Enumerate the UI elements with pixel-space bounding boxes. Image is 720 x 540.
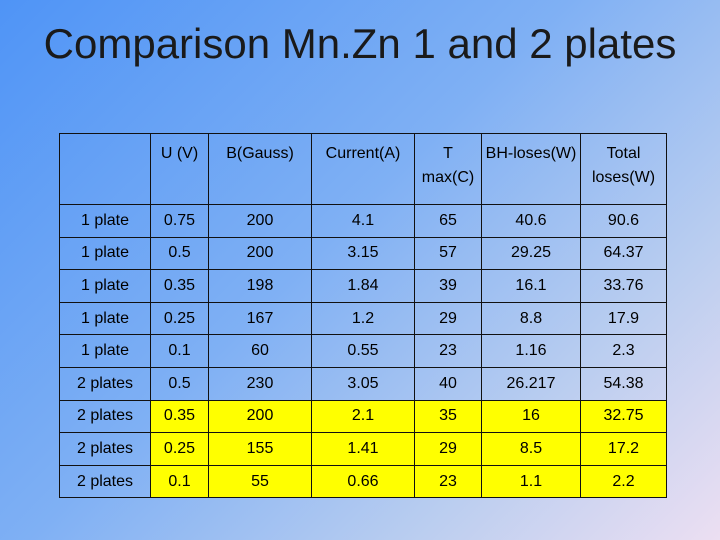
row-label-cell: 1 plate	[59, 301, 151, 336]
table-row: 2 plates 0.1 55 0.66 23 1.1 2.2	[59, 464, 667, 499]
table-cell: 0.5	[150, 366, 209, 401]
table-cell: 3.05	[311, 366, 415, 401]
table-cell: 29	[414, 432, 482, 466]
table-cell: 54.38	[580, 366, 667, 401]
table-cell: 2.3	[580, 334, 667, 368]
table-cell: 4.1	[311, 204, 415, 238]
table-cell: 90.6	[580, 204, 667, 238]
table-cell: 0.1	[150, 464, 209, 499]
table-body: 1 plate 0.75 200 4.1 65 40.6 90.6 1 plate 0.5 200…	[59, 204, 667, 499]
table-cell: 17.2	[580, 432, 667, 466]
header-cell: Current(A)	[311, 133, 415, 205]
table-row: 1 plate 0.5 200 3.15 57 29.25 64.37	[59, 236, 667, 271]
table-cell: 33.76	[580, 269, 667, 303]
table-cell: 0.1	[150, 334, 209, 368]
table-cell: 1.1	[481, 464, 581, 499]
table-cell: 1.84	[311, 269, 415, 303]
header-cell: U (V)	[150, 133, 209, 205]
table-cell: 26.217	[481, 366, 581, 401]
table-cell: 155	[208, 432, 312, 466]
table-cell: 32.75	[580, 399, 667, 434]
table-cell: 40.6	[481, 204, 581, 238]
table-cell: 57	[414, 236, 482, 271]
table-cell: 65	[414, 204, 482, 238]
header-cell: B(Gauss)	[208, 133, 312, 205]
table-cell: 200	[208, 399, 312, 434]
comparison-table: U (V) B(Gauss) Current(A) T max(C) BH-lo…	[59, 133, 667, 499]
table-cell: 200	[208, 204, 312, 238]
row-label-cell: 2 plates	[59, 464, 151, 499]
table-cell: 64.37	[580, 236, 667, 271]
table-cell: 17.9	[580, 301, 667, 336]
table-cell: 0.55	[311, 334, 415, 368]
table-row: 2 plates 0.5 230 3.05 40 26.217 54.38	[59, 366, 667, 401]
table-cell: 35	[414, 399, 482, 434]
table-cell: 8.5	[481, 432, 581, 466]
table-cell: 2.2	[580, 464, 667, 499]
header-cell: T max(C)	[414, 133, 482, 205]
table-cell: 0.25	[150, 432, 209, 466]
table-row: 1 plate 0.1 60 0.55 23 1.16 2.3	[59, 334, 667, 368]
table-cell: 55	[208, 464, 312, 499]
table-cell: 23	[414, 464, 482, 499]
table-cell: 0.66	[311, 464, 415, 499]
table-cell: 8.8	[481, 301, 581, 336]
table-cell: 3.15	[311, 236, 415, 271]
table-cell: 1.2	[311, 301, 415, 336]
table-header-row: U (V) B(Gauss) Current(A) T max(C) BH-lo…	[59, 133, 667, 205]
table-cell: 60	[208, 334, 312, 368]
slide-title-text: Comparison Mn.Zn 1 and 2 plates	[43, 20, 677, 67]
row-label-cell: 1 plate	[59, 334, 151, 368]
row-label-cell: 1 plate	[59, 204, 151, 238]
table-cell: 29	[414, 301, 482, 336]
table-cell: 1.41	[311, 432, 415, 466]
row-label-cell: 2 plates	[59, 366, 151, 401]
table-cell: 230	[208, 366, 312, 401]
table-cell: 2.1	[311, 399, 415, 434]
row-label-cell: 2 plates	[59, 432, 151, 466]
table-cell: 39	[414, 269, 482, 303]
table-row: 1 plate 0.35 198 1.84 39 16.1 33.76	[59, 269, 667, 303]
header-cell: BH-loses(W)	[481, 133, 581, 205]
header-cell: Total loses(W)	[580, 133, 667, 205]
table-row: 1 plate 0.25 167 1.2 29 8.8 17.9	[59, 301, 667, 336]
comparison-table-container: U (V) B(Gauss) Current(A) T max(C) BH-lo…	[59, 133, 667, 499]
table-cell: 0.35	[150, 399, 209, 434]
table-cell: 40	[414, 366, 482, 401]
table-cell: 198	[208, 269, 312, 303]
table-cell: 16.1	[481, 269, 581, 303]
table-cell: 0.5	[150, 236, 209, 271]
row-label-cell: 2 plates	[59, 399, 151, 434]
row-label-cell: 1 plate	[59, 269, 151, 303]
table-cell: 0.25	[150, 301, 209, 336]
row-label-cell: 1 plate	[59, 236, 151, 271]
header-cell	[59, 133, 151, 205]
table-cell: 1.16	[481, 334, 581, 368]
table-cell: 29.25	[481, 236, 581, 271]
table-row: 2 plates 0.35 200 2.1 35 16 32.75	[59, 399, 667, 434]
table-row: 2 plates 0.25 155 1.41 29 8.5 17.2	[59, 432, 667, 466]
slide-title: Comparison Mn.Zn 1 and 2 plates	[0, 18, 720, 70]
table-cell: 200	[208, 236, 312, 271]
table-cell: 0.75	[150, 204, 209, 238]
table-cell: 0.35	[150, 269, 209, 303]
table-cell: 23	[414, 334, 482, 368]
table-cell: 16	[481, 399, 581, 434]
table-row: 1 plate 0.75 200 4.1 65 40.6 90.6	[59, 204, 667, 238]
table-cell: 167	[208, 301, 312, 336]
